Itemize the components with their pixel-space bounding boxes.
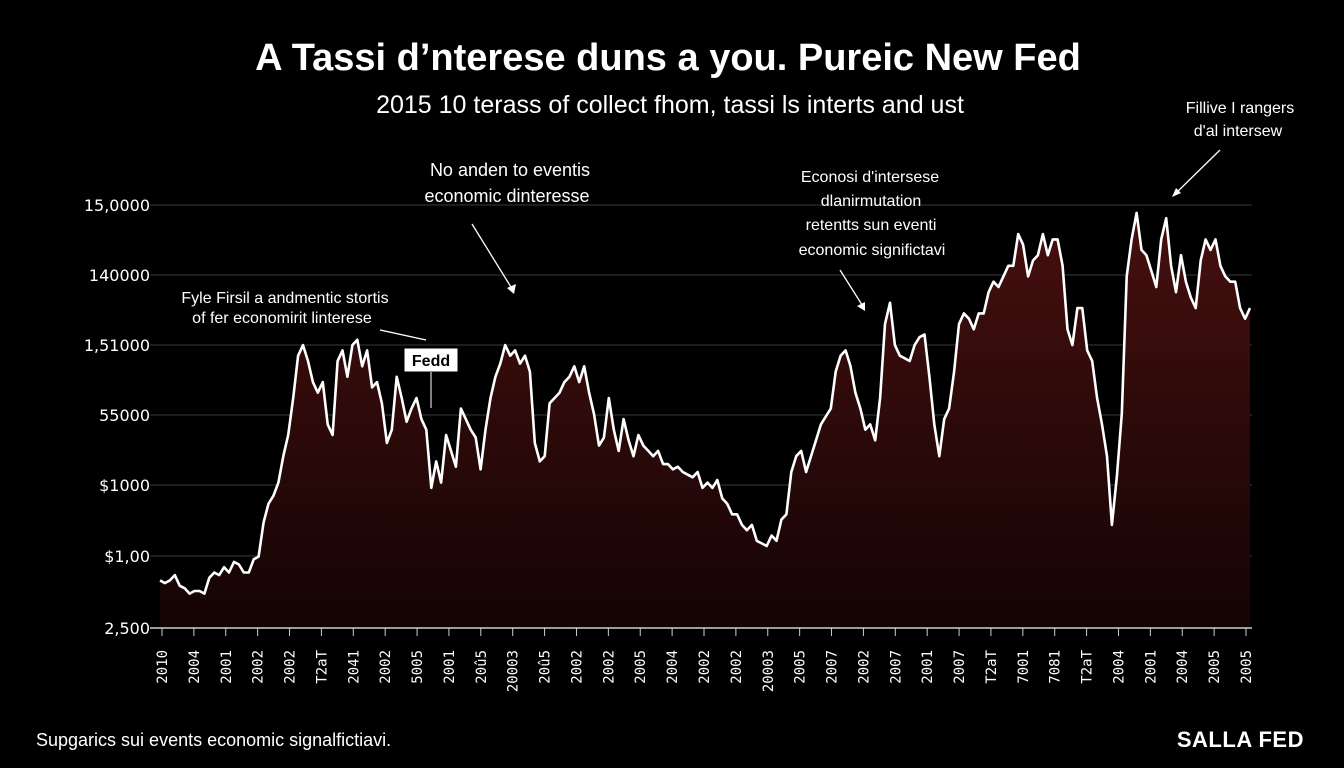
annotation-right-arrowhead [857,302,865,311]
x-tick-label: 2002 [729,650,745,684]
data-area-layer [160,212,1250,628]
annotation-left-line-1: Fyle Firsil a andmentic stortis [181,290,388,307]
x-tick-label: 2005 [633,650,649,684]
x-tick-label: 2002 [856,650,872,684]
chart-footer: Supgarics sui events economic signalfict… [36,730,391,750]
x-tick-label: T2aT [314,649,330,683]
x-tick-label: 5005 [410,650,426,684]
x-tick-label: 7001 [1016,650,1032,684]
annotation-far-right-arrowhead [1172,188,1181,197]
x-tick-label: 2007 [952,650,968,684]
x-tick-label: 2004 [665,650,681,684]
annotation-right: Econosi d'intersese dlanirmutation reten… [799,169,946,311]
x-tick-label: 2005 [1239,650,1255,684]
annotation-left-arrow [379,329,427,341]
x-tick-label: 20003 [506,650,522,692]
annotation-right-line-3: retentts sun eventi [806,217,937,234]
annotation-far-right: Fillive I rangers d'al intersew [1172,100,1294,197]
y-tick-label: 15,0000 [84,196,150,215]
x-tick-label: 20003 [761,650,777,692]
x-tick-label: 2007 [888,650,904,684]
x-tick-label: 2004 [1111,650,1127,684]
annotation-right-line-2: dlanirmutation [821,193,922,210]
y-tick-label: 1,51000 [84,336,150,355]
annotation-mid-arrow [471,223,515,293]
y-axis-ticks: 15,0000 140000 1,51000 55000 $1000 $1,00 2,500 [84,196,150,638]
chart-subtitle: 2015 10 terass of collect fhom, tassi ls… [376,91,964,119]
x-tick-label: 2002 [378,650,394,684]
annotation-right-arrow [839,269,865,309]
series-line [159,211,1252,595]
x-tick-label: 2001 [219,650,235,684]
chart-title: A Tassi d’nterese duns a you. Pureic New… [255,37,1081,79]
x-tick-label: T2aT [1080,649,1096,683]
x-tick-label: 2002 [569,650,585,684]
x-tick-label: 2004 [1175,650,1191,684]
x-tick-label: T2aT [984,649,1000,683]
x-tick-label: 2004 [187,650,203,684]
annotation-left: Fyle Firsil a andmentic stortis of fer e… [181,290,427,341]
x-tick-label: 2041 [346,650,362,684]
x-tick-label: 20û5 [538,650,554,684]
x-tick-label: 2002 [283,650,299,684]
x-tick-label: 7081 [1048,650,1064,684]
fed-box-label: Fedd [412,353,450,370]
x-tick-label: 2002 [601,650,617,684]
x-tick-label: 2010 [155,650,171,684]
x-tick-label: 2001 [920,650,936,684]
y-tick-label: $1000 [99,476,150,495]
y-tick-label: 2,500 [104,619,150,638]
x-tick-label: 2005 [1207,650,1223,684]
x-tick-label: 2002 [251,650,267,684]
y-tick-label: $1,00 [104,547,150,566]
y-tick-label: 55000 [99,406,150,425]
annotation-far-right-arrow [1173,149,1221,196]
x-tick-label: 2001 [442,650,458,684]
x-axis-ticks: 2010 2004 2001 2002 2002 T2aT 2041 2002 5005 2001… [155,628,1255,692]
data-line-layer [159,211,1252,595]
series-area [160,212,1250,628]
annotation-far-right-line-2: d'al intersew [1194,123,1283,140]
annotation-fed-box: Fedd [403,347,459,408]
annotation-mid-arrowhead [507,284,516,294]
annotation-mid-line-2: economic dinteresse [424,186,589,206]
annotation-far-right-line-1: Fillive I rangers [1186,100,1294,117]
fed-box [403,347,459,373]
annotation-right-line-1: Econosi d'intersese [801,169,939,186]
x-tick-label: 2002 [697,650,713,684]
annotation-mid: No anden to eventis economic dinteresse [424,160,590,294]
x-tick-label: 2001 [1143,650,1159,684]
x-tick-label: 2007 [825,650,841,684]
annotation-right-line-4: economic significtavi [799,242,946,259]
brand-logo: SALLA FED [1177,727,1304,752]
x-tick-label: 20û5 [474,650,490,684]
x-tick-label: 2005 [793,650,809,684]
annotation-left-line-2: of fer economirit linterese [192,310,372,327]
y-tick-label: 140000 [89,266,150,285]
annotation-mid-line-1: No anden to eventis [430,160,590,180]
